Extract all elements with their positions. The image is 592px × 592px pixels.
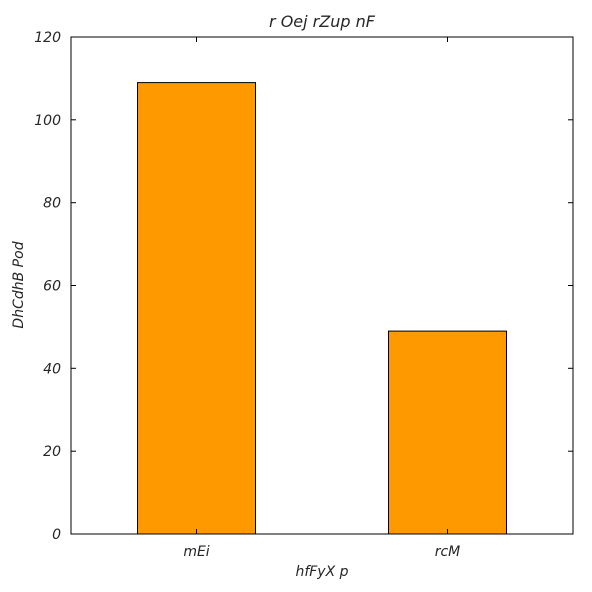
- y-tick-label-80: 80: [43, 196, 61, 212]
- y-axis-label: DhCdhB Pod: [11, 241, 27, 328]
- y-tick-label-40: 40: [43, 361, 61, 377]
- y-tick-label-100: 100: [34, 113, 61, 129]
- ticks-group: mEi rcM 0 20 40 60 80 100 120: [34, 30, 573, 560]
- bar-rcM: [388, 330, 507, 535]
- y-tick-label-0: 0: [52, 527, 61, 543]
- bar-mEi: [137, 82, 256, 535]
- x-axis-label: hfFyX p: [295, 564, 348, 580]
- chart-title: r Oej rZup nF: [269, 12, 376, 31]
- x-tick-label-rcM: rcM: [435, 544, 461, 560]
- y-tick-label-20: 20: [43, 444, 61, 460]
- plot-frame: [70, 36, 574, 535]
- bars-group: [137, 82, 507, 535]
- x-tick-label-mEi: mEi: [183, 544, 209, 560]
- y-tick-label-60: 60: [43, 279, 61, 295]
- y-tick-label-120: 120: [34, 30, 61, 46]
